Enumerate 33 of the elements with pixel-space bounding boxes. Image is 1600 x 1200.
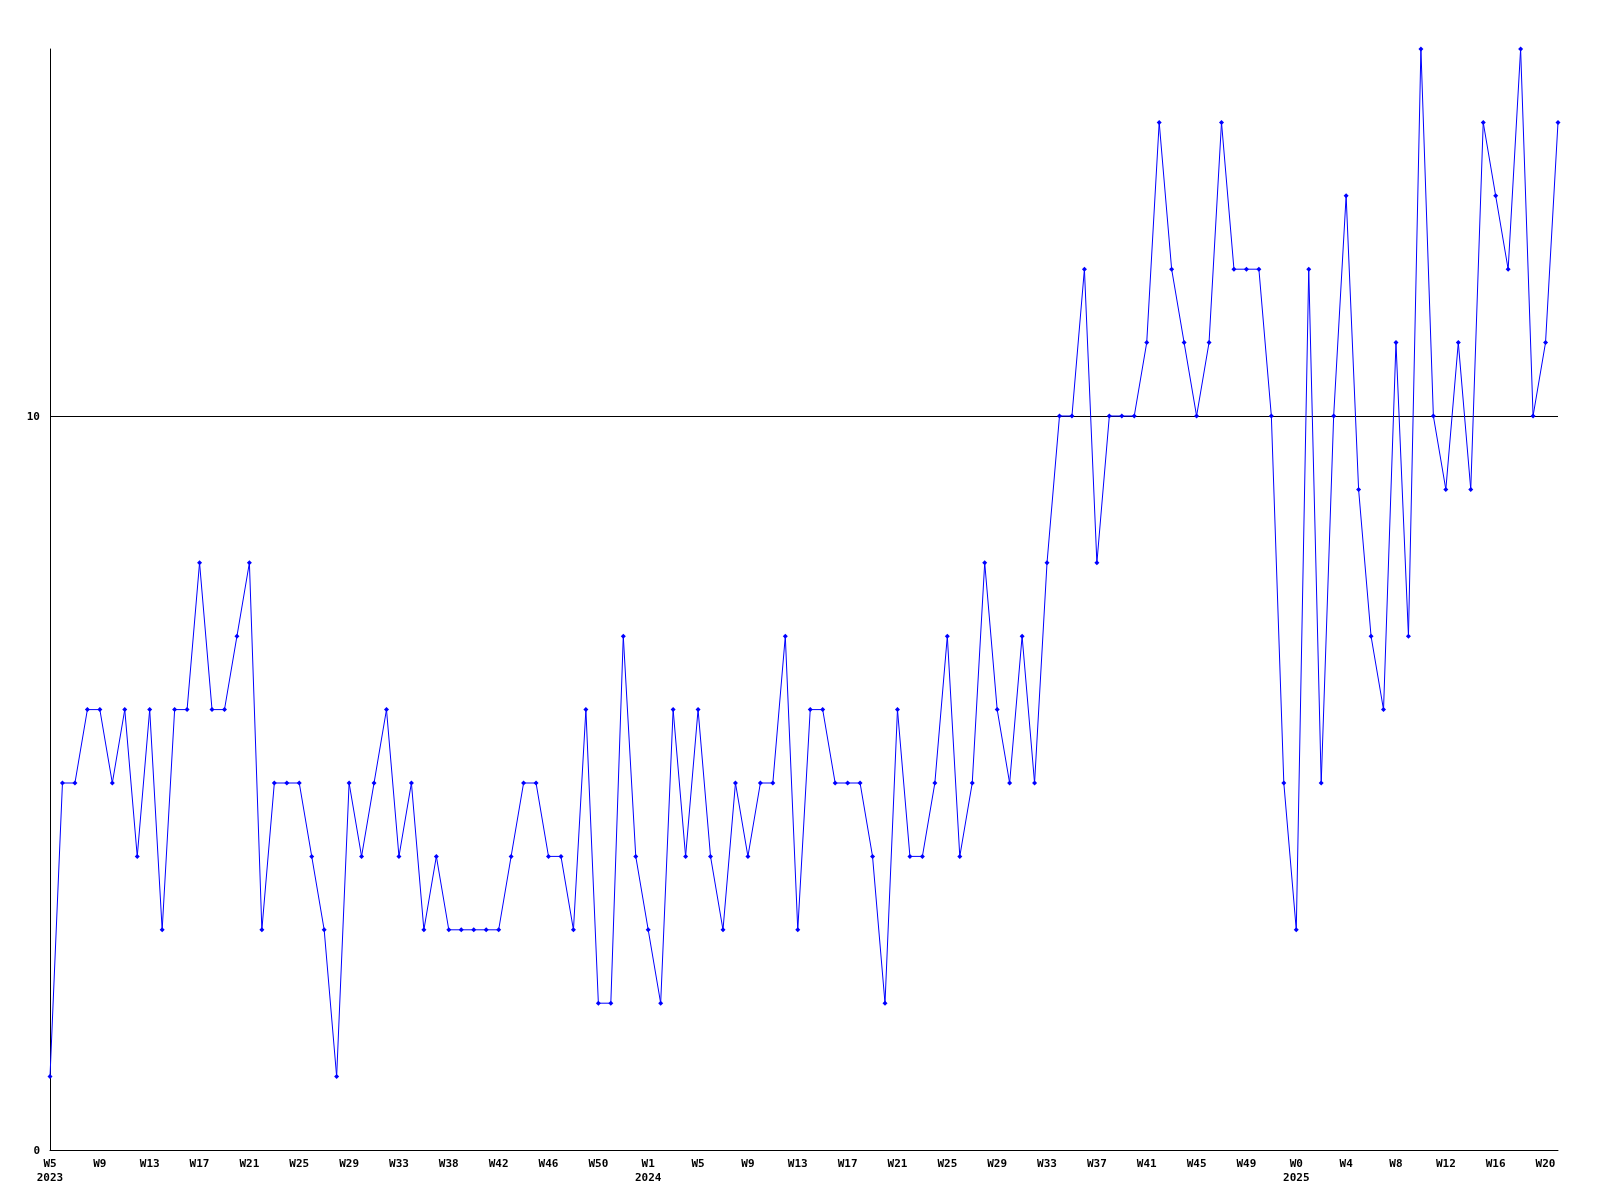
x-tick-label: W21 (887, 1156, 908, 1170)
x-tick-label: W9 (93, 1156, 107, 1170)
x-tick-label: W21 (239, 1156, 260, 1170)
x-tick-label: W49 (1236, 1156, 1257, 1170)
x-tick-label: W16 (1485, 1156, 1506, 1170)
y-tick-label: 0 (33, 1143, 40, 1157)
x-tick-label: W5 2023 (36, 1156, 64, 1184)
x-tick-label: W17 (189, 1156, 210, 1170)
x-tick-label: W12 (1435, 1156, 1456, 1170)
x-tick-label: W25 (289, 1156, 310, 1170)
x-tick-label: W4 (1339, 1156, 1354, 1170)
x-tick-label: W46 (538, 1156, 559, 1170)
x-tick-label: W29 (987, 1156, 1008, 1170)
x-tick-label: W50 (588, 1156, 609, 1170)
x-tick-label: W38 (438, 1156, 459, 1170)
x-tick-label: W20 (1535, 1156, 1556, 1170)
x-tick-label: W13 (139, 1156, 160, 1170)
x-tick-label: W5 (691, 1156, 705, 1170)
x-tick-label: W9 (741, 1156, 755, 1170)
x-tick-label: W41 (1136, 1156, 1158, 1170)
x-tick-label: W17 (837, 1156, 858, 1170)
x-tick-label: W45 (1186, 1156, 1207, 1170)
x-tick-label: W13 (787, 1156, 808, 1170)
x-tick-label: W42 (488, 1156, 509, 1170)
x-tick-label: W37 (1086, 1156, 1107, 1170)
x-tick-label: W29 (339, 1156, 360, 1170)
x-tick-label: W8 (1389, 1156, 1403, 1170)
x-tick-label: W33 (1037, 1156, 1057, 1170)
x-tick-label: W33 (389, 1156, 409, 1170)
x-tick-label: W1 2024 (634, 1156, 662, 1184)
y-tick-label: 10 (26, 409, 40, 423)
x-tick-label: W0 2025 (1283, 1156, 1310, 1184)
x-tick-label: W25 (937, 1156, 958, 1170)
